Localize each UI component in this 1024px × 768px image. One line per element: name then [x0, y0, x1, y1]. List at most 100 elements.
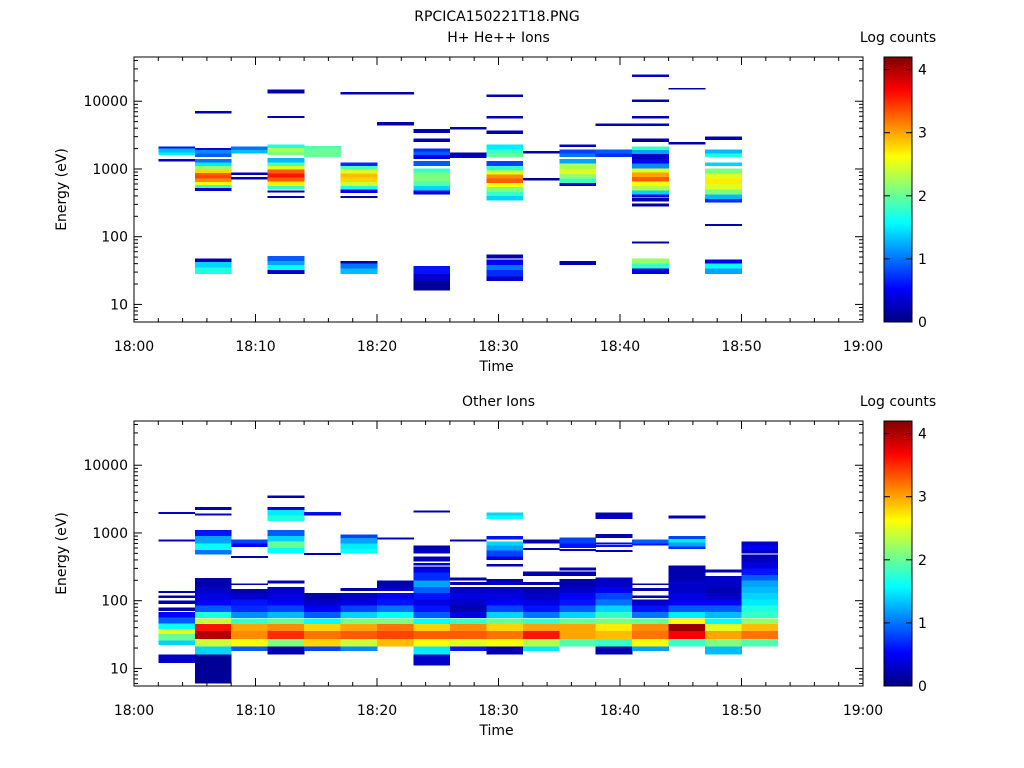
- heatmap-cell: [705, 263, 742, 269]
- heatmap-cell: [632, 181, 669, 186]
- heatmap-cell: [632, 543, 669, 546]
- heatmap-cell: [158, 511, 195, 515]
- heatmap-cell: [231, 146, 268, 151]
- heatmap-cell: [231, 605, 268, 613]
- heatmap-cell: [522, 646, 560, 652]
- heatmap-cell: [705, 178, 742, 184]
- heatmap-cell: [668, 87, 706, 90]
- heatmap-cell: [705, 586, 742, 593]
- heatmap-cell: [267, 580, 305, 584]
- heatmap-cell: [194, 258, 232, 263]
- x-tick-label: 18:40: [600, 703, 640, 719]
- heatmap-cell: [486, 550, 524, 557]
- heatmap-cell: [158, 629, 195, 635]
- heatmap-cell: [705, 580, 742, 587]
- heatmap-cell: [705, 153, 742, 158]
- heatmap-cell: [304, 593, 341, 600]
- heatmap-cell: [194, 147, 232, 151]
- heatmap-cell: [340, 173, 378, 178]
- heatmap-cell: [449, 599, 487, 606]
- heatmap-cell: [486, 191, 524, 196]
- heatmap-cell: [413, 172, 451, 177]
- heatmap-cell: [449, 630, 487, 640]
- heatmap-cell: [486, 586, 524, 593]
- heatmap-cell: [559, 537, 597, 544]
- colorbar-label: Log counts: [860, 30, 936, 46]
- heatmap-cell: [486, 94, 524, 98]
- heatmap-cell: [267, 158, 305, 163]
- heatmap-cell: [267, 495, 305, 498]
- heatmap-cell: [486, 166, 524, 171]
- heatmap-cell: [267, 509, 305, 516]
- colorbar-label: Log counts: [860, 394, 936, 410]
- heatmap-cell: [231, 593, 268, 600]
- heatmap-cell: [377, 630, 414, 640]
- x-tick-label: 19:00: [843, 703, 883, 719]
- heatmap-cell: [340, 91, 378, 95]
- heatmap-cell: [705, 173, 742, 179]
- heatmap-cell: [632, 154, 669, 159]
- figure-title: RPCICA150221T18.PNG: [414, 9, 579, 25]
- x-axis: 18:00 18:10 18:20 18:30 18:40 18:50 19:00 Time: [114, 57, 883, 375]
- heatmap-cell: [559, 578, 597, 587]
- heatmap-cell: [559, 178, 597, 183]
- heatmap-cell: [522, 618, 560, 625]
- heatmap-cell: [522, 539, 560, 544]
- heatmap-cell: [632, 115, 669, 119]
- heatmap-cell: [158, 590, 195, 593]
- heatmap-cell: [267, 507, 305, 510]
- heatmap-cell: [340, 618, 378, 625]
- heatmap-cell: [267, 190, 305, 193]
- heatmap-cell: [377, 599, 414, 606]
- heatmap-cell: [267, 162, 305, 167]
- heatmap-cell: [486, 130, 524, 134]
- heatmap-cell: [486, 115, 524, 119]
- heatmap-cell: [705, 189, 742, 195]
- heatmap-cell: [559, 612, 597, 619]
- x-tick-label: 19:00: [843, 339, 883, 355]
- heatmap-cell: [340, 268, 378, 275]
- heatmap-cell: [486, 545, 524, 551]
- heatmap-cell: [267, 115, 305, 118]
- heatmap-cell: [559, 571, 597, 577]
- heatmap-cell: [194, 159, 232, 163]
- heatmap-cell: [231, 624, 268, 631]
- heatmap-cell: [632, 186, 669, 191]
- colorbar-tick-label: 1: [918, 252, 927, 268]
- heatmap-cell: [705, 618, 742, 625]
- heatmap-cells: [158, 495, 779, 684]
- heatmap-cell: [158, 640, 195, 646]
- y-tick-label: 10: [110, 297, 128, 313]
- y-axis-label: Energy (eV): [54, 148, 70, 231]
- heatmap-cell: [449, 624, 487, 631]
- x-tick-label: 18:00: [114, 703, 154, 719]
- heatmap-cell: [304, 639, 341, 647]
- x-tick-label: 18:10: [235, 703, 275, 719]
- heatmap-cell: [267, 270, 305, 275]
- heatmap-cell: [486, 195, 524, 201]
- heatmap-cell: [267, 541, 305, 548]
- heatmap-cell: [668, 565, 706, 569]
- heatmap-cell: [668, 593, 706, 600]
- heatmap-cell: [413, 181, 451, 186]
- heatmap-cell: [668, 624, 706, 631]
- heatmap-cell: [304, 612, 341, 619]
- heatmap-cell: [668, 573, 706, 581]
- heatmap-cell: [559, 567, 597, 571]
- heatmap-cell: [632, 587, 669, 591]
- heatmap-cell: [267, 173, 305, 178]
- heatmap-cell: [595, 639, 633, 647]
- heatmap-cell: [595, 550, 633, 553]
- heatmap-cell: [194, 612, 232, 619]
- heatmap-cell: [741, 605, 779, 613]
- heatmap-cell: [413, 550, 451, 554]
- heatmap-cell: [559, 159, 597, 164]
- heatmap-cell: [705, 194, 742, 199]
- heatmap-cell: [340, 624, 378, 631]
- heatmap-cell: [231, 612, 268, 619]
- y-tick-label: 100: [101, 230, 128, 246]
- heatmap-cell: [632, 624, 669, 631]
- heatmap-cell: [377, 537, 414, 540]
- heatmap-cell: [559, 605, 597, 613]
